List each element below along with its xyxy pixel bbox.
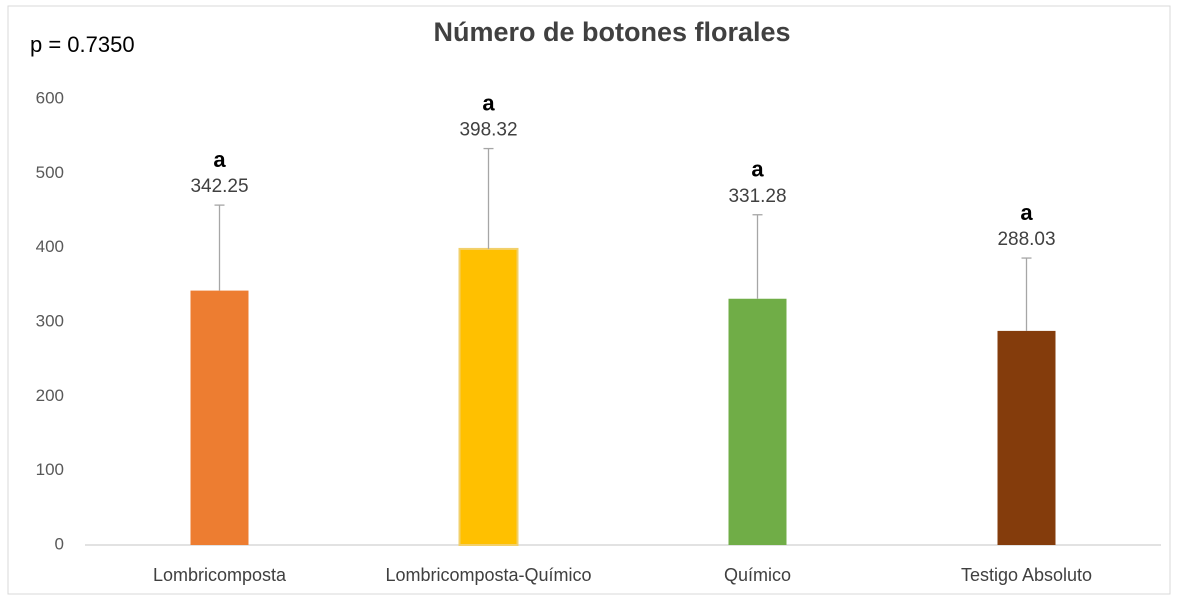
bar <box>458 247 519 546</box>
bar <box>190 290 249 545</box>
chart-frame <box>7 5 1171 595</box>
y-tick-label: 200 <box>36 386 64 405</box>
data-label: 288.03 <box>997 229 1055 250</box>
y-tick-label: 400 <box>36 237 64 256</box>
significance-letter: a <box>213 147 226 172</box>
y-tick-label: 100 <box>36 460 64 479</box>
y-tick-label: 500 <box>36 163 64 182</box>
x-tick-label: Lombricomposta <box>153 565 287 585</box>
x-tick-label: Lombricomposta-Químico <box>385 565 591 585</box>
p-value: p = 0.7350 <box>30 32 135 57</box>
y-tick-label: 600 <box>36 88 64 107</box>
data-label: 342.25 <box>190 176 248 197</box>
y-tick-label: 0 <box>55 534 64 553</box>
data-label: 331.28 <box>728 186 786 207</box>
x-tick-label: Químico <box>724 565 791 585</box>
significance-letter: a <box>1020 200 1033 225</box>
y-tick-label: 300 <box>36 311 64 330</box>
significance-letter: a <box>482 90 495 115</box>
data-label: 398.32 <box>459 120 517 141</box>
x-tick-label: Testigo Absoluto <box>961 565 1092 585</box>
bar <box>997 330 1056 545</box>
significance-letter: a <box>751 157 764 182</box>
chart-title: Número de botones florales <box>433 17 790 47</box>
bar <box>728 298 787 545</box>
